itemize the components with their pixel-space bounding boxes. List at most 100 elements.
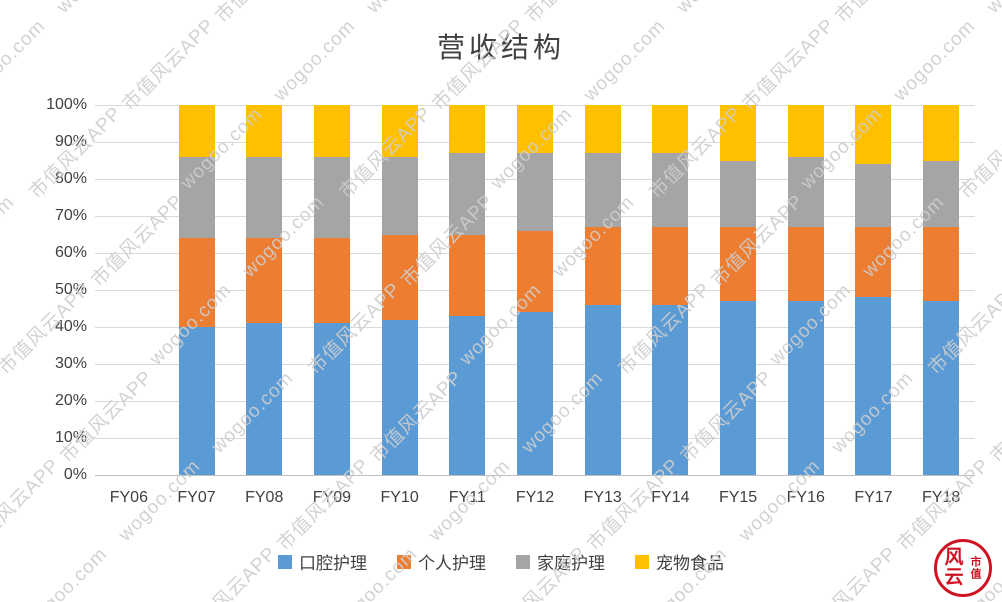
- bar-segment-宠物食品-FY08: [246, 105, 283, 157]
- bar-segment-口腔护理-FY08: [246, 323, 283, 475]
- watermark-text: wogoo.com: [0, 191, 19, 282]
- x-axis-label-FY06: FY06: [109, 489, 148, 506]
- stamp-text-fengyun: 风云: [944, 547, 964, 588]
- bar-segment-家庭护理-FY08: [246, 156, 283, 239]
- bar-segment-个人护理-FY15: [720, 227, 757, 302]
- bar-segment-个人护理-FY13: [584, 227, 621, 305]
- bar-segment-个人护理-FY08: [246, 238, 283, 324]
- x-axis-label-FY16: FY16: [786, 489, 825, 506]
- x-axis-label-FY09: FY09: [312, 489, 352, 506]
- x-axis-label-FY13: FY13: [583, 489, 622, 506]
- legend-swatch-icon: [397, 554, 411, 569]
- legend-label: 口腔护理: [299, 554, 367, 573]
- legend-item-家庭护理: 家庭护理: [516, 549, 605, 574]
- bar-segment-个人护理-FY17: [855, 227, 892, 298]
- legend-label: 个人护理: [418, 554, 486, 573]
- fengyun-brand-stamp: 风云 市值: [934, 539, 992, 597]
- y-axis-label: 30%: [54, 355, 87, 372]
- x-axis-label-FY12: FY12: [515, 489, 555, 506]
- watermark-text: 市值风云APP: [986, 366, 1002, 468]
- bar-segment-宠物食品-FY07: [178, 105, 215, 157]
- bar-segment-宠物食品-FY10: [381, 105, 418, 157]
- x-axis-label-FY17: FY17: [854, 489, 893, 506]
- bar-segment-口腔护理-FY09: [313, 323, 350, 475]
- bar-segment-宠物食品-FY12: [517, 105, 553, 154]
- watermark-text: 市值风云APP: [518, 0, 623, 28]
- watermark-text: wogoo.com: [363, 0, 454, 18]
- y-axis-label: 70%: [54, 207, 87, 224]
- watermark-text: 市值风云APP: [0, 0, 3, 28]
- bar-segment-家庭护理-FY09: [313, 156, 350, 239]
- bar-segment-口腔护理-FY18: [923, 301, 960, 475]
- x-axis-label-FY11: FY11: [448, 489, 486, 506]
- bar-segment-个人护理-FY10: [381, 234, 418, 320]
- bar-segment-家庭护理-FY16: [787, 156, 824, 228]
- bar-segment-个人护理-FY11: [449, 234, 486, 316]
- stamp-text-shizhi: 市值: [969, 556, 981, 580]
- bar-segment-家庭护理-FY10: [381, 156, 418, 235]
- bar-segment-家庭护理-FY17: [855, 164, 892, 228]
- bar-segment-家庭护理-FY18: [923, 160, 960, 228]
- bar-segment-口腔护理-FY12: [517, 312, 553, 475]
- legend-item-宠物食品: 宠物食品: [635, 549, 724, 574]
- bar-segment-个人护理-FY07: [178, 238, 215, 327]
- legend-label: 宠物食品: [656, 554, 724, 573]
- x-axis-label-FY08: FY08: [245, 489, 284, 506]
- bar-segment-宠物食品-FY16: [787, 105, 824, 157]
- watermark-text: 市值风云APP: [828, 0, 933, 28]
- watermark-text: wogoo.com: [673, 0, 764, 18]
- y-axis-label: 100%: [46, 96, 87, 113]
- y-axis-label: 0%: [63, 466, 87, 483]
- bar-segment-家庭护理-FY12: [517, 153, 553, 231]
- plot-area: 0% 10% 20% 30% 40% 50% 60% 70% 80% 90% 100% FY06 FY…: [46, 96, 975, 506]
- bar-segment-宠物食品-FY18: [923, 105, 960, 161]
- y-axis-label: 10%: [54, 429, 87, 446]
- bar-segment-口腔护理-FY14: [652, 304, 689, 475]
- legend-item-个人护理: 个人护理: [397, 549, 486, 574]
- bar-segment-个人护理-FY18: [923, 227, 960, 302]
- bar-segment-家庭护理-FY11: [449, 153, 486, 235]
- bar-segment-家庭护理-FY13: [584, 153, 621, 228]
- bar-segment-口腔护理-FY15: [720, 301, 757, 475]
- y-axis-label: 50%: [54, 281, 87, 298]
- bar-segment-宠物食品-FY11: [449, 105, 486, 154]
- bar-segment-口腔护理-FY11: [449, 315, 486, 475]
- y-axis-label: 80%: [54, 170, 87, 187]
- legend-label: 家庭护理: [537, 554, 605, 573]
- bar-segment-口腔护理-FY17: [855, 297, 892, 475]
- x-axis-label-FY15: FY15: [718, 489, 758, 506]
- bar-segment-宠物食品-FY17: [855, 105, 892, 165]
- bar-segment-口腔护理-FY16: [787, 301, 824, 475]
- bar-segment-口腔护理-FY07: [178, 327, 215, 475]
- x-axis-label-FY07: FY07: [177, 489, 216, 506]
- bar-segment-个人护理-FY12: [517, 230, 553, 313]
- y-axis-label: 60%: [54, 244, 87, 261]
- watermark-text: wogoo.com: [53, 0, 144, 18]
- chart-title: 营收结构: [436, 32, 565, 63]
- y-axis-label: 20%: [54, 392, 87, 409]
- y-axis-label: 90%: [54, 133, 87, 150]
- bar-segment-宠物食品-FY09: [313, 105, 350, 157]
- bar-segment-口腔护理-FY10: [381, 319, 418, 475]
- x-axis-label-FY14: FY14: [651, 489, 690, 506]
- bar-segment-个人护理-FY14: [652, 227, 689, 305]
- legend-swatch-icon: [516, 554, 530, 569]
- bar-segment-宠物食品-FY14: [652, 105, 689, 154]
- bar-segment-家庭护理-FY14: [652, 153, 689, 228]
- legend-item-口腔护理: 口腔护理: [278, 549, 367, 574]
- x-axis-label-FY18: FY18: [922, 489, 961, 506]
- bar-segment-宠物食品-FY13: [584, 105, 621, 154]
- bar-segment-个人护理-FY16: [787, 227, 824, 302]
- y-axis-label: 40%: [54, 318, 87, 335]
- gridline: [95, 104, 975, 106]
- x-axis-label-FY10: FY10: [380, 489, 419, 506]
- watermark-text: 市值风云APP: [208, 0, 313, 28]
- legend: 口腔护理 个人护理 家庭护理 宠物食品: [0, 549, 1002, 574]
- bar-segment-家庭护理-FY15: [720, 160, 757, 228]
- watermark-text: wogoo.com: [983, 0, 1002, 18]
- bar-segment-个人护理-FY09: [313, 238, 350, 324]
- bar-segment-口腔护理-FY13: [584, 304, 621, 475]
- gridline: [95, 474, 975, 476]
- legend-swatch-icon: [635, 554, 649, 569]
